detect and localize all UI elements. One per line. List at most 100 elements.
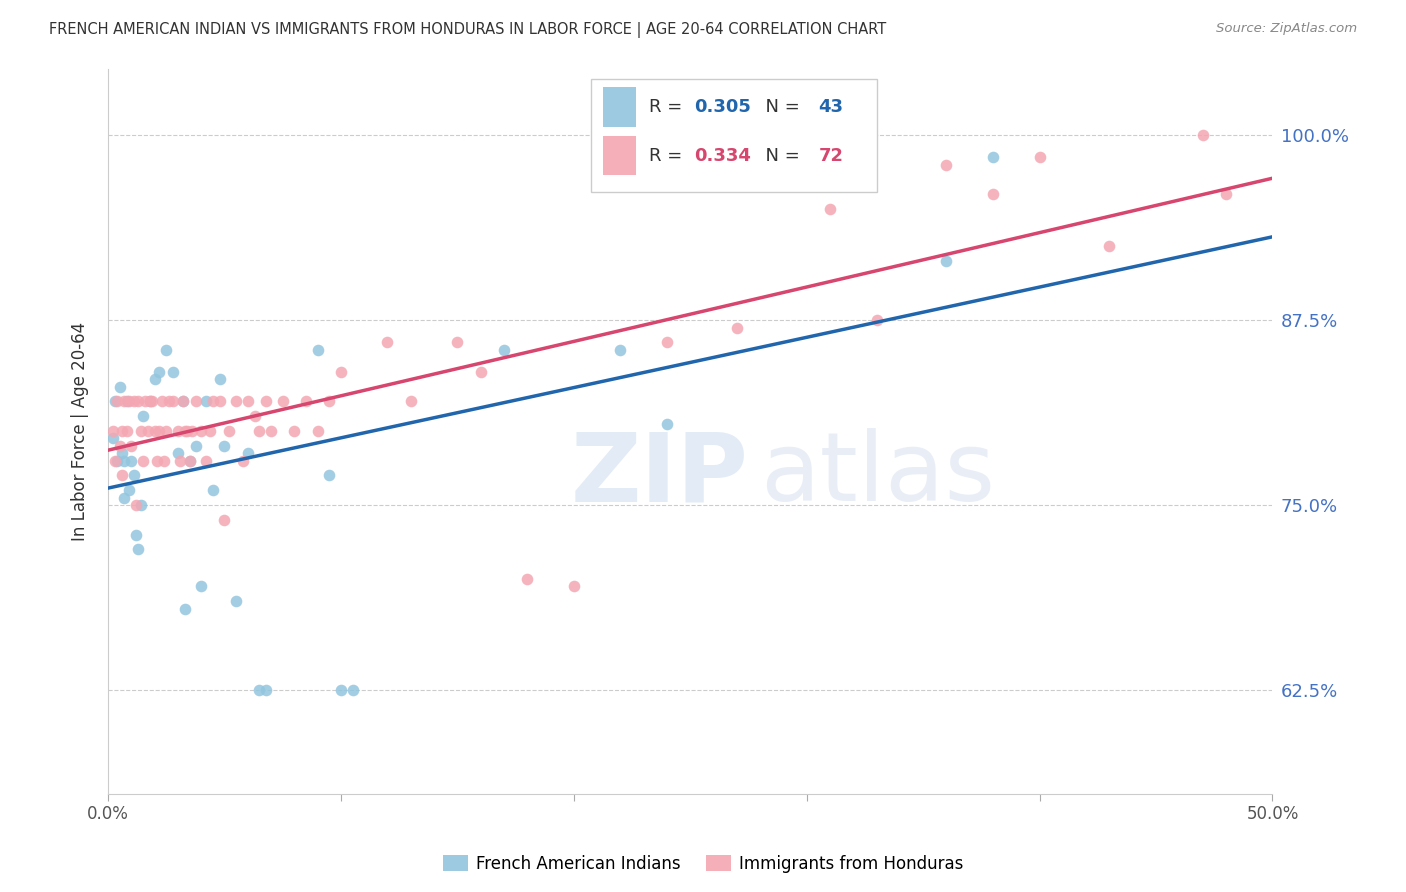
Point — [115, 394, 138, 409]
Point — [201, 483, 224, 498]
Point — [162, 365, 184, 379]
Point — [143, 424, 166, 438]
Text: N =: N = — [754, 98, 806, 116]
Point — [108, 439, 131, 453]
Point — [173, 424, 195, 438]
Point — [167, 424, 190, 438]
Point — [167, 446, 190, 460]
Point — [377, 335, 399, 350]
Point — [153, 453, 176, 467]
Point — [186, 394, 208, 409]
Point — [134, 394, 156, 409]
Bar — [603, 136, 636, 176]
Point — [180, 424, 202, 438]
Point — [190, 579, 212, 593]
Point — [132, 409, 155, 424]
Point — [225, 394, 247, 409]
Point — [399, 394, 422, 409]
Point — [122, 394, 145, 409]
Point — [236, 446, 259, 460]
Point — [1191, 128, 1213, 142]
Point — [155, 343, 177, 357]
Point — [111, 446, 134, 460]
Text: atlas: atlas — [761, 428, 995, 521]
Point — [194, 453, 217, 467]
Point — [200, 424, 222, 438]
Text: 0.334: 0.334 — [693, 146, 751, 164]
Point — [173, 601, 195, 615]
Point — [141, 394, 163, 409]
Point — [105, 453, 128, 467]
Point — [127, 542, 149, 557]
Point — [492, 343, 515, 357]
Point — [516, 572, 538, 586]
Point — [225, 594, 247, 608]
Point — [1215, 187, 1237, 202]
Point — [609, 343, 631, 357]
Text: 43: 43 — [818, 98, 844, 116]
Point — [148, 365, 170, 379]
Text: R =: R = — [650, 98, 689, 116]
Point — [214, 439, 236, 453]
Point — [247, 683, 270, 698]
Point — [260, 424, 283, 438]
Point — [1028, 150, 1050, 164]
Point — [307, 343, 329, 357]
Point — [101, 432, 124, 446]
Point — [127, 394, 149, 409]
Y-axis label: In Labor Force | Age 20-64: In Labor Force | Age 20-64 — [72, 321, 89, 541]
Point — [118, 394, 141, 409]
Point — [111, 468, 134, 483]
Point — [112, 491, 135, 505]
Point — [232, 453, 254, 467]
Text: 72: 72 — [818, 146, 844, 164]
Point — [329, 365, 352, 379]
Point — [236, 394, 259, 409]
Point — [146, 453, 169, 467]
Point — [108, 380, 131, 394]
Point — [981, 187, 1004, 202]
Point — [157, 394, 180, 409]
Point — [120, 439, 142, 453]
Point — [122, 468, 145, 483]
Point — [243, 409, 266, 424]
Point — [208, 372, 231, 386]
Point — [105, 394, 128, 409]
Point — [155, 424, 177, 438]
Text: ZIP: ZIP — [571, 428, 748, 521]
Point — [562, 579, 585, 593]
Point — [179, 453, 201, 467]
Point — [318, 394, 340, 409]
Point — [318, 468, 340, 483]
Point — [125, 498, 148, 512]
Point — [118, 483, 141, 498]
Text: N =: N = — [754, 146, 806, 164]
Point — [247, 424, 270, 438]
Point — [329, 683, 352, 698]
Point — [725, 320, 748, 334]
Point — [162, 394, 184, 409]
Point — [446, 335, 468, 350]
Point — [214, 513, 236, 527]
Text: R =: R = — [650, 146, 689, 164]
Text: Source: ZipAtlas.com: Source: ZipAtlas.com — [1216, 22, 1357, 36]
Point — [655, 335, 678, 350]
Bar — [603, 87, 636, 127]
Text: 0.305: 0.305 — [693, 98, 751, 116]
Point — [271, 394, 294, 409]
Point — [112, 453, 135, 467]
Legend: French American Indians, Immigrants from Honduras: French American Indians, Immigrants from… — [436, 848, 970, 880]
Point — [655, 417, 678, 431]
Point — [186, 439, 208, 453]
Point — [307, 424, 329, 438]
Point — [179, 453, 201, 467]
Point — [129, 424, 152, 438]
Point — [342, 683, 364, 698]
Point — [254, 394, 277, 409]
Point — [139, 394, 162, 409]
Point — [865, 313, 887, 327]
Point — [194, 394, 217, 409]
Point — [1098, 239, 1121, 253]
Point — [125, 527, 148, 541]
FancyBboxPatch shape — [592, 79, 876, 192]
